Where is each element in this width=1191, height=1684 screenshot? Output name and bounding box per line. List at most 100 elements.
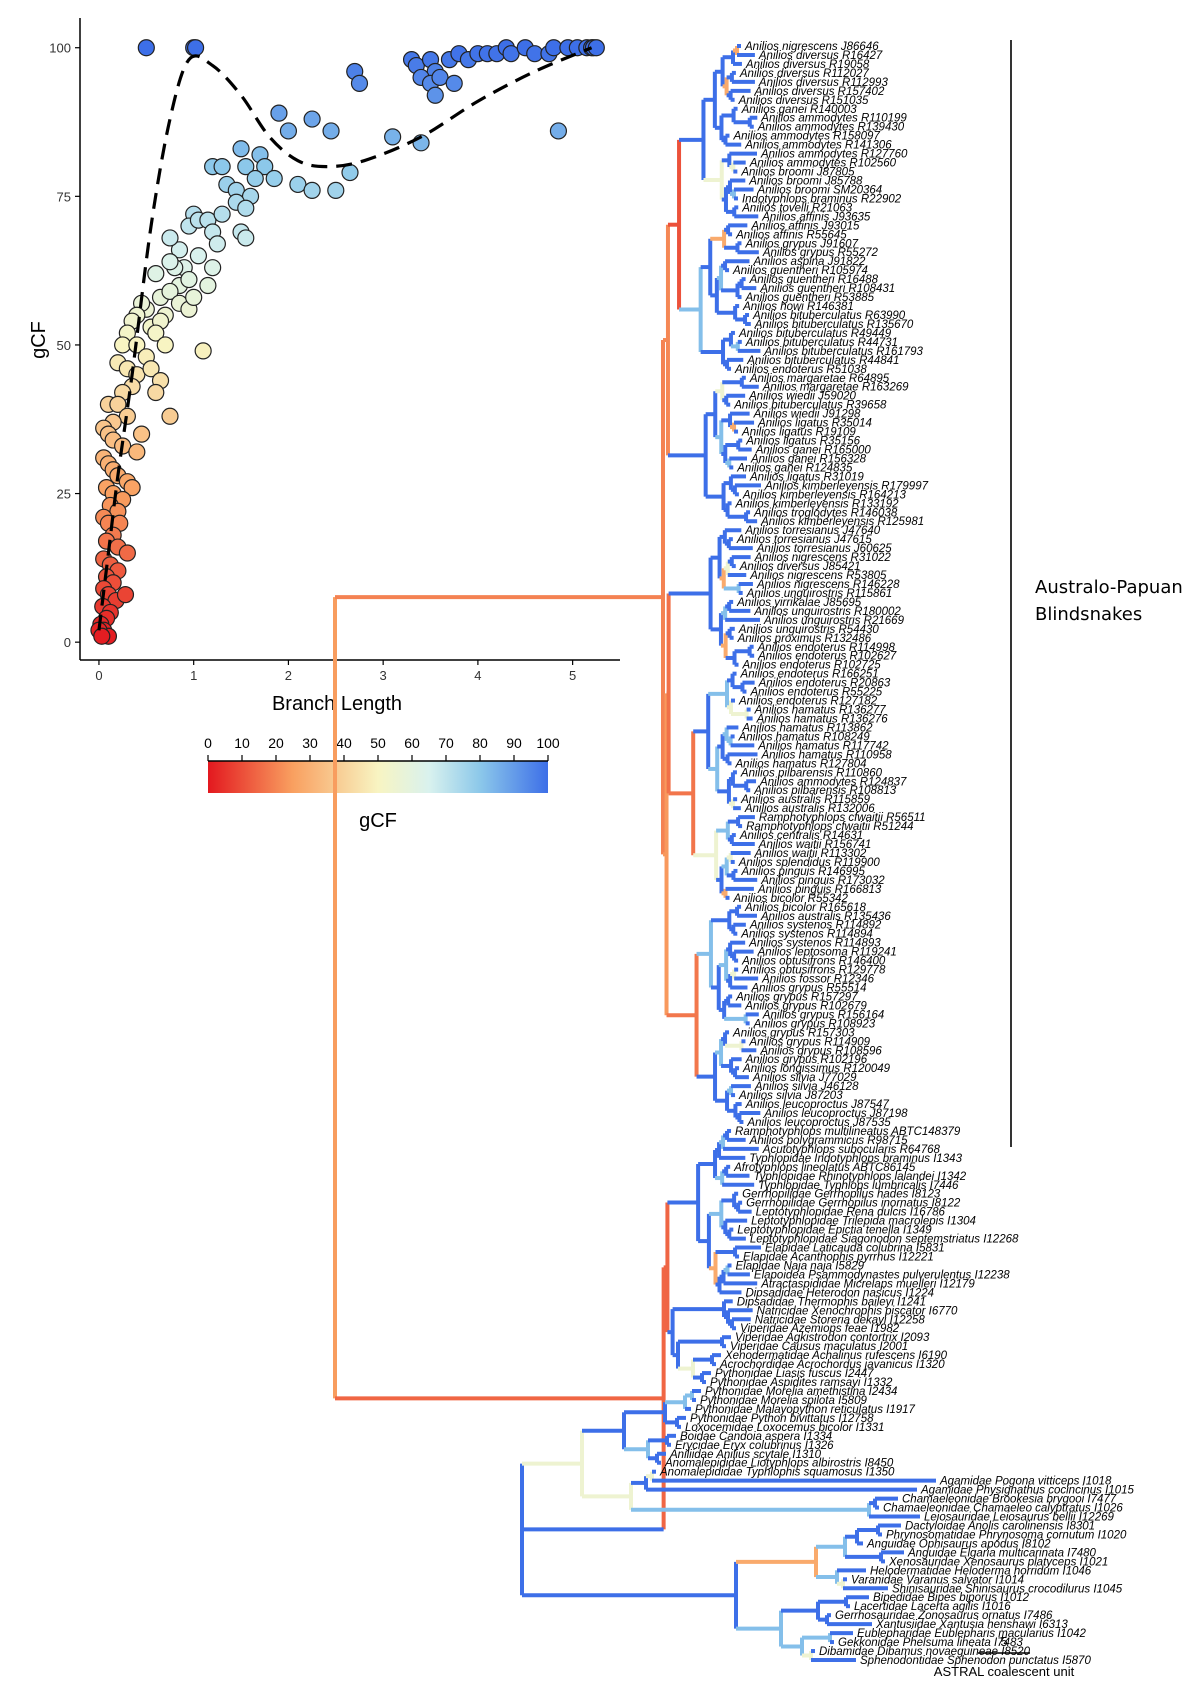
tip-label: Elapidae Naja naja I5829 [736,1260,865,1272]
data-point [303,181,321,199]
tip-label: Pythonidae Python bivittatus I12758 [690,1413,874,1425]
x-tick-label: 1 [190,668,197,683]
tip-label: Varanidae Varanus salvator I1014 [851,1574,1024,1586]
tip-label: Anilios unguirostris R180002 [753,606,901,618]
tip-label: Anilios broomi J87805 [740,167,855,179]
data-point [526,45,544,63]
colorbar-tick-label: 90 [506,735,522,751]
data-point [170,241,189,259]
tip-label: Anilios bituberculatus R135670 [754,319,914,331]
tip-label: Anilios torresianus J47640 [744,525,880,537]
tip-label: Anilios pinguis R146995 [740,866,865,878]
tip-label: Anilios diversus R19058 [745,59,870,71]
data-point [426,86,444,104]
colorbar-tick-label: 10 [234,735,250,751]
data-point [208,235,226,253]
tip-label: Anilios ligatus R31019 [749,471,864,483]
tip-label: Anilios grypus R108923 [753,1018,876,1030]
tip-label: Dipsadidae Thermophis baileyi I1241 [737,1296,926,1308]
tip-label: Anilios broomi SM20364 [757,184,883,196]
tip-label: Anilios grypus R55514 [750,983,866,995]
tip-label: Anilios waitii R156741 [758,839,872,851]
tip-label: Anilios tovelli R21063 [741,202,853,214]
data-point [147,324,165,342]
tip-label: Anilios ganei R156328 [750,453,867,465]
tip-label: Anilios silvia J46128 [754,1081,859,1093]
tip-label: Anilios leucoproctus J87547 [745,1099,890,1111]
x-tick-label: 4 [474,668,481,683]
tip-label: Indotyphlops braminus R22902 [742,193,902,205]
tip-label: Aniliidae Anilius scytale I1310 [669,1449,822,1461]
tip-label: Anilios kimberleyensis R133192 [735,498,900,510]
tip-label: Anilios systenos R114893 [748,938,881,950]
tip-label: Elapidae Acanthophis pyrrhus I12221 [743,1252,934,1264]
tip-label: Anilios troglodytes R146038 [753,507,898,519]
tip-label: Viperidae Agkistrodon contortrix I2093 [735,1332,930,1344]
tip-label: Anilios proximus R132486 [737,633,872,645]
tip-label: Anilios diversus R112993 [758,77,889,89]
data-point [93,627,111,645]
tip-label: Xenodermatidae Achalinus rufescens I6190 [724,1350,948,1362]
data-point [161,229,179,247]
tip-label: Leptotyphlopidae Siagonodon septemstriat… [750,1234,1019,1246]
data-point [137,39,155,57]
tip-label: Anilios hamatus R113862 [741,722,873,734]
y-tick-label: 100 [49,41,71,56]
data-point [116,586,135,604]
tip-label: Dactyloidae Anolis carolinensis I8301 [905,1521,1095,1533]
tip-label: Anilios hamatus R108249 [738,731,871,743]
y-tick-label: 75 [57,189,71,204]
y-tick-label: 50 [57,338,71,353]
tip-label: Pythonidae Morelia amethistina I2434 [705,1386,897,1398]
scale-unit: ASTRAL coalescent unit [934,1664,1075,1679]
tip-label: Anilios longissimus R120049 [742,1063,891,1075]
data-point [186,39,205,57]
tip-label: Anilios affinis J93015 [750,220,860,232]
tip-label: Anilios unguirostris R115861 [746,588,893,600]
tip-label: Anilios systenos R114894 [740,929,872,941]
tip-label: Bipedidae Bipes biporus I1012 [873,1592,1030,1604]
data-point [118,407,136,425]
tip-label: Anilios guentheri R105974 [732,265,868,277]
x-ticks: 0 1 2 3 4 5 [95,660,576,683]
tip-label: Anilios bicolor R55342 [733,893,849,905]
tip-label: Anilios australis R135436 [760,911,891,923]
colorbar-tick-label: 80 [472,735,488,751]
tip-label: Anilios ammodytes R158097 [732,131,880,143]
tip-label: Eublepharidae Eublepharis macularius I10… [857,1628,1086,1640]
colorbar-tick-label: 30 [302,735,318,751]
colorbar-tick-label: 70 [438,735,454,751]
tip-label: Anilios australis R115859 [740,794,871,806]
tip-label: Anomalepididae Liotyphlops albirostris I… [664,1458,894,1470]
x-tick-label: 2 [285,668,292,683]
tip-label: Leptotyphlopidae Trilepida macrolepis I1… [751,1216,976,1228]
data-point [180,270,198,289]
tip-label: Anilios hamatus R136277 [754,705,887,717]
data-point [161,282,179,301]
data-point [199,276,217,295]
tip-label: Anilios ganei R124835 [736,462,853,474]
data-point [109,395,127,413]
tip-label: Anilios ganei R140003 [741,104,858,116]
tip-label: Anilios grypus R108596 [759,1045,882,1057]
tip-label: Anilios endoterus R102627 [757,651,897,663]
tip-label: Anilios ammodytes R110199 [760,113,907,125]
tree-branches [333,44,936,1662]
tip-label: Anilios endoterus R127182 [738,696,878,708]
data-point [147,383,165,402]
tip-label: Anilios affinis R55645 [735,229,847,241]
tip-label: Anilios silvia J77029 [752,1072,857,1084]
data-point [256,158,274,176]
colorbar-tick-label: 40 [336,735,352,751]
tip-label: Loxocemidae Loxocemus bicolor I1331 [685,1422,884,1434]
tip-label: Anilios bituberculatus R161793 [763,346,923,358]
tip-label: Anilios grypus R114909 [748,1036,870,1048]
tip-label: Viperidae Azemiops feae I1982 [740,1323,900,1335]
data-point [132,425,151,443]
tip-label: Gerrhopilidae Gerrhopilus hades I8123 [742,1189,941,1201]
data-point [204,259,222,277]
tip-label: Anilios nigrescens J86646 [744,41,879,53]
tip-label: Chamaeleonidae Brookesia brygooi I7477 [902,1494,1117,1506]
x-tick-label: 3 [380,668,387,683]
